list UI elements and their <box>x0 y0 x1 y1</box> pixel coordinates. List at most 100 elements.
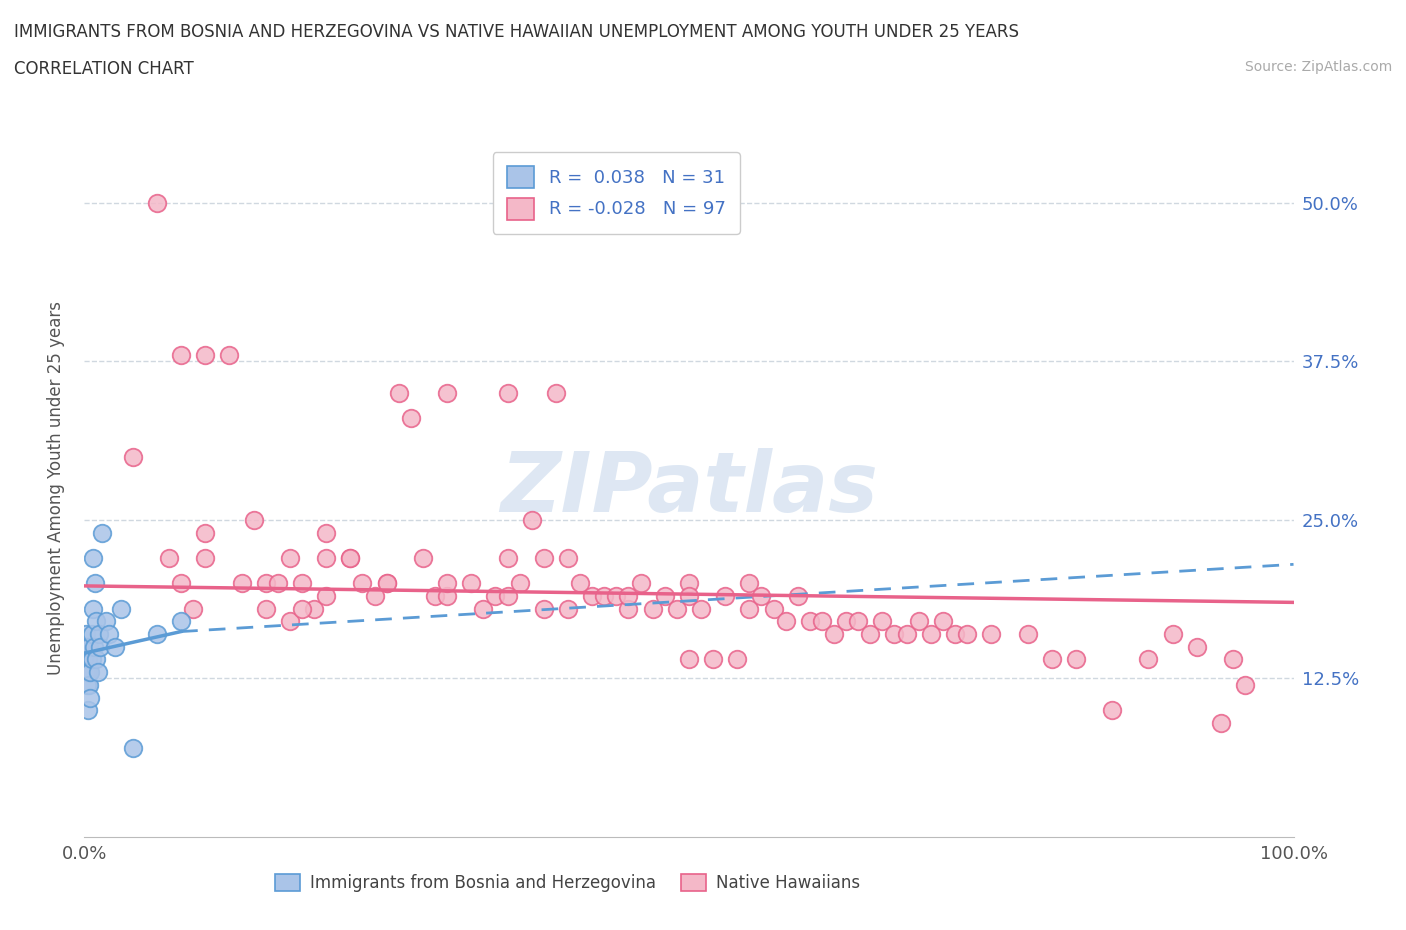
Point <box>920 627 942 642</box>
Point <box>375 576 398 591</box>
Point <box>77 639 100 654</box>
Point <box>77 652 100 667</box>
Point <box>557 551 579 565</box>
Point <box>231 576 253 591</box>
Point <box>121 741 143 756</box>
Point <box>678 576 700 591</box>
Point <box>593 589 616 604</box>
Point <box>170 348 193 363</box>
Point <box>460 576 482 591</box>
Point <box>496 589 519 604</box>
Point <box>170 614 193 629</box>
Point <box>97 627 120 642</box>
Point <box>94 614 117 629</box>
Point <box>956 627 979 642</box>
Point <box>496 386 519 401</box>
Point <box>315 589 337 604</box>
Point <box>702 652 724 667</box>
Point <box>1101 703 1123 718</box>
Point <box>339 551 361 565</box>
Point <box>617 589 640 604</box>
Point <box>302 602 325 617</box>
Point <box>423 589 446 604</box>
Point <box>75 665 97 680</box>
Point <box>520 512 543 527</box>
Point <box>436 576 458 591</box>
Point <box>157 551 180 565</box>
Point <box>86 665 108 680</box>
Text: ZIPatlas: ZIPatlas <box>501 447 877 529</box>
Point <box>654 589 676 604</box>
Point <box>76 639 98 654</box>
Point <box>84 576 107 591</box>
Point <box>533 551 555 565</box>
Point <box>896 627 918 642</box>
Point <box>77 703 100 718</box>
Point <box>496 551 519 565</box>
Point <box>738 576 761 591</box>
Point <box>1222 652 1244 667</box>
Point <box>254 602 277 617</box>
Point <box>86 614 108 629</box>
Point <box>484 589 506 604</box>
Point <box>363 589 385 604</box>
Point <box>605 589 627 604</box>
Point <box>1185 639 1208 654</box>
Point <box>399 411 422 426</box>
Point <box>87 627 110 642</box>
Point <box>194 551 217 565</box>
Point <box>181 602 204 617</box>
Point <box>1234 677 1257 692</box>
Point <box>907 614 929 629</box>
Point <box>242 512 264 527</box>
Point <box>315 525 337 540</box>
Point <box>352 576 374 591</box>
Point <box>1209 715 1232 730</box>
Point <box>170 576 193 591</box>
Point <box>811 614 834 629</box>
Point <box>315 551 337 565</box>
Point <box>725 652 748 667</box>
Point <box>1017 627 1039 642</box>
Point <box>82 551 104 565</box>
Point <box>751 589 773 604</box>
Point <box>110 602 132 617</box>
Point <box>76 677 98 692</box>
Point <box>932 614 955 629</box>
Point <box>104 639 127 654</box>
Point <box>436 386 458 401</box>
Point <box>569 576 592 591</box>
Point <box>291 576 314 591</box>
Point <box>533 602 555 617</box>
Point <box>980 627 1002 642</box>
Point <box>121 449 143 464</box>
Point <box>544 386 567 401</box>
Point <box>194 525 217 540</box>
Point <box>835 614 858 629</box>
Point <box>86 652 108 667</box>
Point <box>581 589 603 604</box>
Point <box>883 627 905 642</box>
Point <box>412 551 434 565</box>
Point <box>82 602 104 617</box>
Point <box>291 602 314 617</box>
Point <box>194 348 217 363</box>
Point <box>714 589 737 604</box>
Point <box>75 627 97 642</box>
Point <box>1040 652 1063 667</box>
Point <box>339 551 361 565</box>
Point <box>388 386 411 401</box>
Text: Source: ZipAtlas.com: Source: ZipAtlas.com <box>1244 60 1392 74</box>
Y-axis label: Unemployment Among Youth under 25 years: Unemployment Among Youth under 25 years <box>46 301 65 675</box>
Point <box>83 639 105 654</box>
Point <box>77 677 100 692</box>
Point <box>80 652 103 667</box>
Point <box>859 627 882 642</box>
Point <box>678 589 700 604</box>
Legend: Immigrants from Bosnia and Herzegovina, Native Hawaiians: Immigrants from Bosnia and Herzegovina, … <box>269 867 868 898</box>
Point <box>91 525 114 540</box>
Point <box>73 652 96 667</box>
Point <box>665 602 688 617</box>
Point <box>943 627 966 642</box>
Point <box>823 627 845 642</box>
